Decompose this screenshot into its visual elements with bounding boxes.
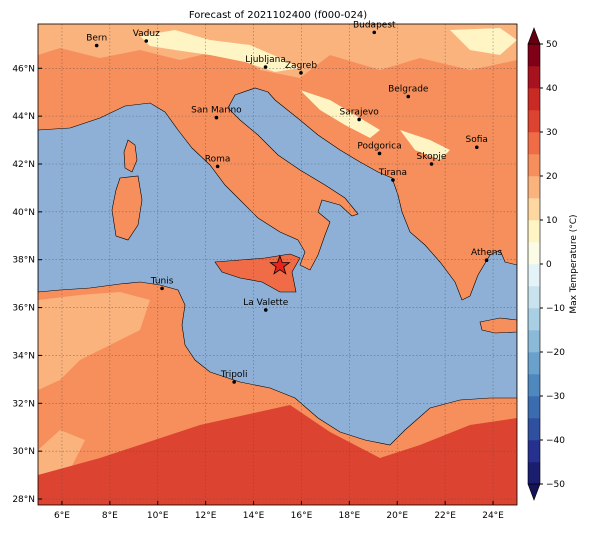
map-title: Forecast of 2021102400 (f000-024)	[189, 10, 367, 21]
colorbar-band	[528, 44, 540, 67]
colorbar-band	[528, 462, 540, 485]
colorbar-tick-label: −30	[546, 392, 565, 402]
city-label: Ljubljana	[245, 55, 286, 65]
y-tick-label: 36°N	[12, 304, 35, 314]
city-label: La Valette	[243, 298, 288, 308]
city-dot	[484, 258, 489, 262]
city-label: Vaduz	[133, 29, 160, 39]
city-dot	[357, 117, 361, 122]
colorbar-tick-label: 30	[546, 128, 558, 138]
y-tick-label: 30°N	[12, 447, 35, 457]
y-tick-label: 38°N	[12, 256, 35, 266]
city-label: Sofia	[466, 135, 488, 145]
city-label: Tunis	[150, 276, 174, 286]
x-tick-label: 20°E	[386, 511, 408, 521]
colorbar-under	[527, 483, 541, 501]
crete	[479, 317, 517, 334]
city-dot	[391, 178, 395, 182]
colorbar-band	[528, 264, 540, 287]
colorbar-band	[528, 220, 540, 243]
city-dot	[232, 380, 236, 384]
land-cold	[140, 28, 517, 160]
colorbar-tick-label: 10	[546, 216, 558, 226]
city-dot	[160, 286, 164, 291]
colorbar-band	[528, 352, 540, 375]
city-dot	[474, 145, 479, 150]
city-label: Zagreb	[285, 61, 317, 71]
city-label: Budapest	[353, 20, 396, 30]
x-tick-label: 16°E	[291, 511, 313, 521]
y-tick-label: 28°N	[12, 495, 35, 505]
city-label: San Marino	[191, 106, 242, 116]
colorbar-tick-label: 0	[546, 260, 552, 270]
colorbar-band	[528, 176, 540, 199]
colorbar-band	[528, 396, 540, 419]
colorbar-band	[528, 66, 540, 89]
colorbar-tick-label: −50	[546, 480, 565, 490]
x-tick-label: 18°E	[339, 511, 361, 521]
colorbar-band	[528, 110, 540, 133]
sardinia	[111, 175, 143, 241]
city-label: Roma	[205, 154, 231, 164]
colorbar-band	[528, 154, 540, 177]
colorbar-band	[528, 374, 540, 397]
city-dot	[263, 308, 268, 312]
city-label: Bern	[86, 34, 107, 44]
x-tick-label: 22°E	[434, 511, 456, 521]
x-tick-label: 6°E	[54, 511, 70, 521]
y-tick-label: 40°N	[12, 208, 35, 218]
colorbar-tick-label: 20	[546, 172, 558, 182]
y-tick-label: 46°N	[12, 64, 35, 74]
x-tick-label: 12°E	[195, 511, 217, 521]
colorbar-band	[528, 440, 540, 463]
colorbar-tick-label: −10	[546, 304, 565, 314]
y-tick-label: 34°N	[12, 351, 35, 361]
city-dot	[263, 65, 268, 69]
city-dot	[214, 115, 219, 120]
colorbar-band	[528, 88, 540, 111]
city-dot	[144, 39, 149, 43]
colorbar-band	[528, 308, 540, 331]
colorbar-band	[528, 418, 540, 441]
city-label: Belgrade	[388, 85, 429, 95]
city-label: Skopje	[417, 152, 447, 162]
city-label: Tirana	[378, 168, 407, 178]
colorbar-band	[528, 132, 540, 155]
city-dot	[377, 151, 382, 156]
colorbar-over	[527, 27, 541, 45]
colorbar-label: Max Temperature (°C)	[569, 214, 579, 313]
city-dot	[429, 162, 434, 166]
colorbar-tick-label: −20	[546, 348, 565, 358]
frame	[37, 23, 518, 506]
city-dot	[372, 30, 377, 35]
city-label: Sarajevo	[340, 107, 380, 117]
city-dot	[299, 71, 303, 75]
city-label: Tripoli	[220, 370, 248, 380]
city-dot	[406, 94, 411, 99]
city-label: Podgorica	[357, 141, 401, 151]
y-tick-label: 32°N	[12, 399, 35, 409]
x-tick-label: 24°E	[482, 511, 504, 521]
map-area	[38, 24, 517, 505]
land-cool	[38, 292, 150, 475]
city-dot	[215, 164, 220, 169]
x-tick-label: 8°E	[102, 511, 118, 521]
colorbar-band	[528, 330, 540, 353]
y-tick-label: 44°N	[12, 112, 35, 122]
city-dot	[94, 43, 99, 48]
city-label: Athens	[471, 248, 502, 258]
colorbar-band	[528, 242, 540, 265]
colorbar-tick-label: −40	[546, 436, 565, 446]
x-tick-label: 14°E	[243, 511, 265, 521]
x-tick-label: 10°E	[147, 511, 169, 521]
colorbar-band	[528, 286, 540, 309]
colorbar-tick-label: 50	[546, 40, 558, 50]
y-tick-label: 42°N	[12, 160, 35, 170]
colorbar-band	[528, 198, 540, 221]
colorbar-tick-label: 40	[546, 84, 558, 94]
marker-star	[269, 254, 291, 275]
